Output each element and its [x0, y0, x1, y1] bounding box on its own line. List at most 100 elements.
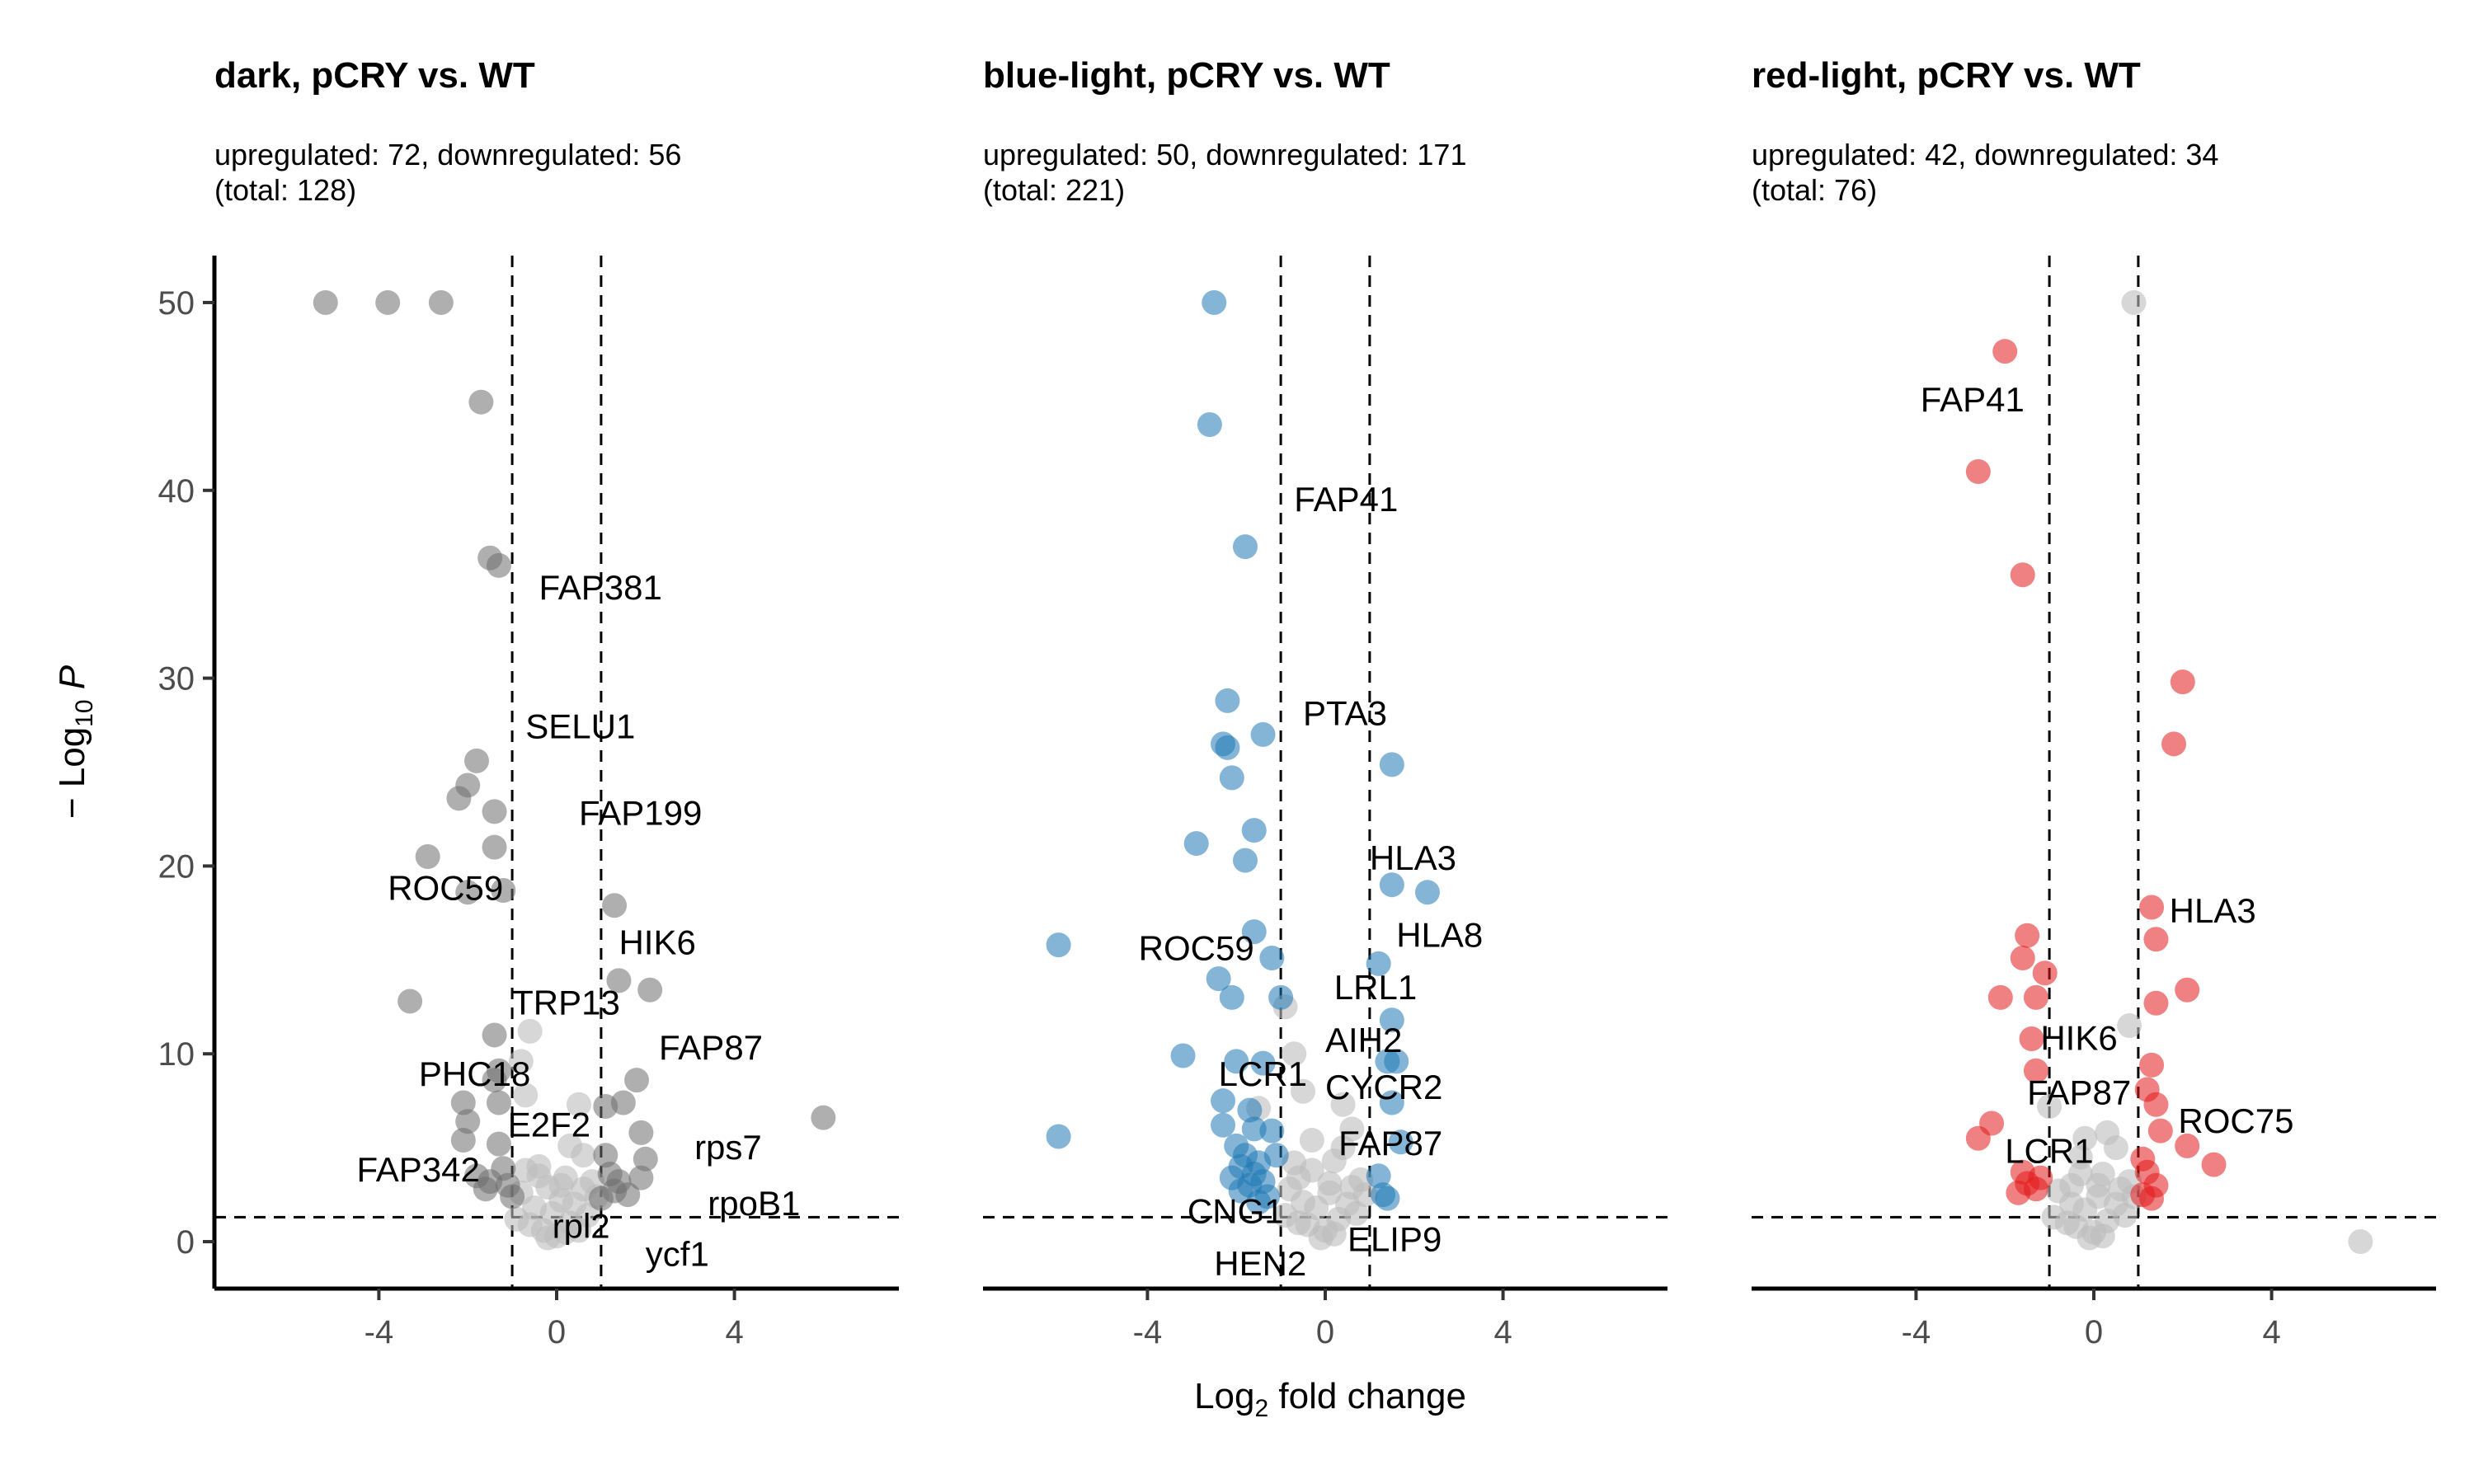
significant-point [1197, 412, 1222, 438]
panel-subtitle: upregulated: 42, downregulated: 34 [1752, 138, 2218, 171]
nonsignificant-point [1272, 1203, 1298, 1228]
x-tick-label: -4 [1133, 1314, 1163, 1350]
volcano-panel-2: blue-light, pCRY vs. WT upregulated: 50, … [983, 55, 1667, 1350]
nonsignificant-point [2072, 1125, 2098, 1151]
gene-label: FAP199 [579, 793, 702, 832]
significant-point [1388, 1129, 1413, 1155]
significant-point [2161, 731, 2187, 757]
significant-point [482, 799, 507, 824]
nonsignificant-point [571, 1143, 596, 1168]
gene-label: rps7 [694, 1128, 762, 1167]
x-tick-label: 4 [1493, 1314, 1512, 1350]
significant-point [1263, 1143, 1289, 1168]
significant-point [468, 389, 494, 415]
gene-label: FAP41 [1294, 480, 1398, 519]
significant-point [500, 1184, 525, 1209]
nonsignificant-point [566, 1092, 591, 1117]
significant-point [2143, 927, 2169, 952]
nonsignificant-point [2041, 1205, 2067, 1230]
gene-label: SELU1 [525, 707, 635, 745]
significant-point [633, 1146, 658, 1172]
nonsignificant-point [517, 1018, 543, 1044]
nonsignificant-point [513, 1158, 539, 1183]
gene-label: TRP13 [512, 983, 620, 1021]
nonsignificant-point [535, 1225, 561, 1251]
significant-point [455, 880, 481, 905]
significant-point [602, 893, 628, 918]
significant-point [1046, 1124, 1071, 1149]
y-tick-label: 10 [158, 1036, 195, 1073]
significant-point [1170, 1043, 1196, 1068]
significant-point [313, 289, 338, 315]
nonsignificant-point [2077, 1225, 2102, 1251]
significant-point [1268, 984, 1294, 1010]
significant-point [593, 1143, 618, 1168]
significant-point [2139, 1052, 2165, 1078]
x-tick-label: 0 [2085, 1314, 2103, 1350]
gene-label: HIK6 [618, 923, 695, 961]
gene-label: FAP87 [1338, 1124, 1442, 1162]
panel-subtitle-total: (total: 76) [1752, 173, 1877, 207]
x-axis-label: Log2 fold change [1194, 1376, 1466, 1422]
panel-subtitle-total: (total: 221) [983, 173, 1125, 207]
gene-label: FAP87 [659, 1028, 763, 1067]
significant-point [1979, 1111, 2005, 1136]
gene-label: PTA3 [1303, 694, 1387, 733]
significant-point [610, 1090, 636, 1115]
x-tick-label: 4 [725, 1314, 743, 1350]
significant-point [2139, 895, 2165, 920]
significant-point [2010, 946, 2035, 971]
significant-point [2170, 669, 2195, 695]
significant-point [2010, 562, 2035, 588]
gene-label: rpoB1 [708, 1184, 800, 1223]
gene-label: AIH2 [1325, 1021, 1402, 1059]
gene-label: ROC59 [1139, 928, 1254, 967]
nonsignificant-point [2067, 1144, 2093, 1170]
significant-point [1379, 752, 1404, 777]
gene-label: HLA8 [1396, 915, 1483, 954]
nonsignificant-point [2112, 1203, 2138, 1228]
gene-label: HLA3 [2170, 891, 2256, 930]
volcano-panel-3: red-light, pCRY vs. WT upregulated: 42, d… [1752, 55, 2436, 1350]
significant-point [1241, 919, 1267, 945]
significant-point [1384, 1049, 1409, 1074]
significant-point [1250, 721, 1276, 747]
y-tick-label: 0 [176, 1224, 195, 1261]
nonsignificant-point [2067, 1162, 2093, 1187]
significant-point [446, 786, 472, 811]
x-tick-label: -4 [1902, 1314, 1931, 1350]
gene-label: ROC75 [2178, 1101, 2293, 1140]
significant-point [628, 1165, 654, 1190]
nonsignificant-point [1330, 1135, 1356, 1161]
nonsignificant-point [1291, 1190, 1316, 1215]
nonsignificant-point [2108, 1176, 2133, 1202]
significant-point [1379, 1007, 1404, 1033]
nonsignificant-point [1308, 1225, 1333, 1251]
significant-point [1366, 951, 1391, 976]
significant-point [2006, 1180, 2031, 1205]
gene-label: ELIP9 [1348, 1219, 1442, 1258]
significant-point [637, 977, 663, 1003]
significant-point [482, 1022, 507, 1048]
significant-point [811, 1105, 836, 1130]
significant-point [455, 1109, 481, 1134]
x-tick-label: 0 [548, 1314, 566, 1350]
y-axis-label: − Log10 P [52, 665, 98, 819]
significant-point [1414, 880, 1440, 905]
significant-point [1202, 289, 1227, 315]
gene-label: LCR1 [2005, 1131, 2093, 1170]
significant-point [1215, 688, 1240, 713]
gene-label: ROC59 [388, 868, 503, 907]
significant-point [473, 1176, 498, 1202]
significant-point [1992, 339, 2018, 364]
significant-point [1250, 1050, 1276, 1076]
nonsignificant-point [513, 1082, 539, 1108]
significant-point [397, 989, 423, 1014]
significant-point [1241, 1116, 1267, 1142]
significant-point [2201, 1152, 2227, 1177]
significant-point [2143, 1092, 2169, 1117]
significant-point [486, 1090, 511, 1115]
gene-label: PHC18 [419, 1054, 530, 1093]
gene-label: LCR1 [1219, 1054, 1307, 1093]
